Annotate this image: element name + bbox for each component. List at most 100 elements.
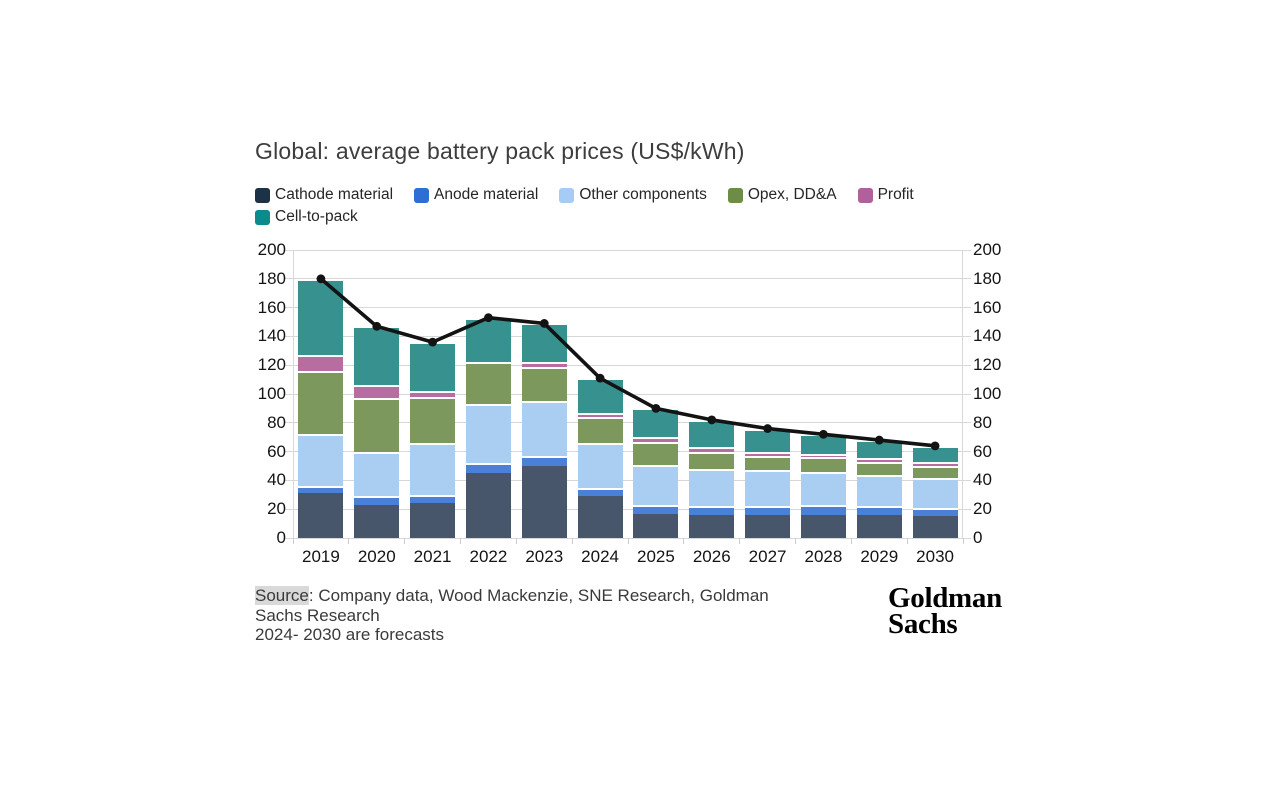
chart-title: Global: average battery pack prices (US$…: [255, 138, 745, 164]
bar-segment-other-components-2030: [912, 477, 958, 508]
bar-segment-other-components-2023: [521, 401, 567, 456]
line-marker: [819, 429, 828, 439]
gridline-160: [285, 307, 971, 309]
bar-segment-cathode-material-2023: [521, 466, 567, 538]
x-axis-label-2027: 2027: [748, 547, 787, 566]
bar-segment-anode-material-2020: [354, 496, 400, 505]
bar-segment-other-components-2019: [298, 434, 344, 487]
bar-segment-anode-material-2021: [410, 494, 456, 504]
y-axis-label-right: 60: [973, 441, 992, 461]
x-axis-label-2030: 2030: [916, 547, 954, 566]
bar-segment-other-components-2021: [410, 442, 456, 495]
source-highlight: Source: [255, 586, 309, 605]
bar-segment-cell-to-pack-2021: [410, 342, 456, 392]
bar-segment-cathode-material-2022: [465, 473, 511, 538]
gridline-20: [285, 508, 971, 510]
logo-line-1: Goldman: [888, 582, 1002, 614]
x-axis-tick: [515, 538, 517, 544]
bar-segment-profit-2020: [354, 385, 400, 399]
gridline-200: [285, 249, 971, 251]
line-marker: [539, 319, 549, 328]
line-marker: [707, 415, 717, 425]
legend-label-other-components: Other components: [579, 186, 707, 203]
bar-segment-cathode-material-2024: [577, 496, 623, 538]
goldman-sachs-logo: Goldman Sachs: [888, 582, 1002, 640]
x-axis-tick: [739, 538, 741, 544]
gridline-140: [285, 335, 971, 337]
bar-segment-opex-dd-a-2022: [465, 362, 511, 405]
legend-swatch-anode-material: [414, 187, 430, 203]
bar-segment-anode-material-2019: [298, 486, 344, 494]
bar-segment-profit-2029: [856, 458, 902, 462]
y-axis-label-right: 100: [973, 384, 1002, 403]
bar-segment-anode-material-2024: [577, 487, 623, 497]
bar-segment-anode-material-2030: [912, 507, 958, 517]
gridline-60: [285, 451, 971, 453]
bar-segment-opex-dd-a-2026: [689, 451, 735, 469]
bar-segment-other-components-2024: [577, 442, 623, 488]
legend-swatch-profit: [857, 187, 873, 203]
x-axis-tick: [627, 538, 629, 544]
line-marker: [316, 274, 326, 284]
source-line-3: 2024- 2030 are forecasts: [255, 625, 445, 644]
bar-segment-profit-2030: [912, 462, 958, 466]
y-axis-line-right: [962, 250, 963, 538]
y-axis-line-left: [293, 250, 294, 538]
x-axis-tick: [292, 538, 294, 544]
x-axis-label-2028: 2028: [804, 547, 843, 566]
x-axis-label-2019: 2019: [302, 547, 340, 566]
bar-segment-opex-dd-a-2020: [354, 398, 400, 452]
y-axis-label-left: 200: [257, 240, 286, 259]
y-axis-label-right: 200: [973, 240, 1002, 259]
line-marker: [484, 313, 493, 323]
bar-segment-profit-2023: [521, 362, 567, 367]
y-axis-label-left: 180: [257, 268, 286, 288]
legend-item-opex-dd-a: Opex, DD&A: [727, 186, 837, 204]
bar-segment-opex-dd-a-2029: [856, 461, 902, 475]
legend-swatch-cell-to-pack: [255, 209, 270, 225]
bar-segment-profit-2019: [298, 355, 344, 371]
x-axis-tick: [571, 538, 573, 544]
gridline-180: [285, 278, 971, 280]
legend-item-other-components: Other components: [559, 186, 707, 204]
bar-segment-other-components-2029: [856, 474, 902, 507]
y-axis-label-right: 160: [973, 297, 1002, 317]
bar-segment-opex-dd-a-2027: [745, 455, 791, 471]
x-axis-tick: [906, 538, 908, 544]
y-axis-label-left: 60: [267, 441, 286, 461]
y-axis-label-left: 160: [257, 297, 286, 317]
y-axis-label-right: 80: [973, 412, 992, 432]
x-axis-label-2025: 2025: [637, 547, 675, 566]
line-marker: [428, 337, 437, 347]
y-axis-label-right: 180: [973, 268, 1002, 288]
bar-segment-cathode-material-2027: [745, 514, 791, 538]
gridline-40: [285, 479, 971, 481]
bar-segment-other-components-2022: [465, 404, 511, 464]
legend-label-cell-to-pack: Cell-to-pack: [275, 208, 358, 225]
legend-item-cathode-material: Cathode material: [255, 186, 393, 204]
x-axis-label-2022: 2022: [469, 547, 508, 566]
x-axis-label-2026: 2026: [692, 547, 731, 566]
bar-segment-cathode-material-2019: [298, 493, 344, 538]
bar-segment-profit-2028: [800, 453, 846, 458]
line-marker: [372, 321, 382, 331]
x-axis-label-2024: 2024: [581, 547, 619, 566]
bar-segment-other-components-2020: [354, 451, 400, 497]
gridline-120: [285, 364, 971, 366]
chart-plot-area: 0 0 20 20 40 40 60 60 80 80 100 100 120 120 140 140 160 1…: [258, 240, 1002, 566]
x-axis-tick: [460, 538, 461, 544]
bar-segment-cathode-material-2029: [856, 514, 902, 538]
y-axis-label-right: 120: [973, 355, 1002, 375]
gridline-80: [285, 422, 971, 424]
y-axis-label-left: 120: [257, 355, 286, 375]
legend-swatch-cathode-material: [255, 187, 270, 203]
bar-segment-anode-material-2022: [465, 463, 511, 474]
y-axis-label-left: 100: [257, 384, 286, 403]
x-axis-tick: [348, 538, 350, 544]
logo-line-2: Sachs: [888, 607, 958, 640]
y-axis-label-left: 80: [267, 412, 286, 432]
y-axis-label-right: 140: [973, 326, 1002, 346]
legend-label-cathode-material: Cathode material: [275, 186, 394, 203]
line-marker: [651, 404, 661, 413]
bar-segment-opex-dd-a-2025: [633, 441, 679, 465]
